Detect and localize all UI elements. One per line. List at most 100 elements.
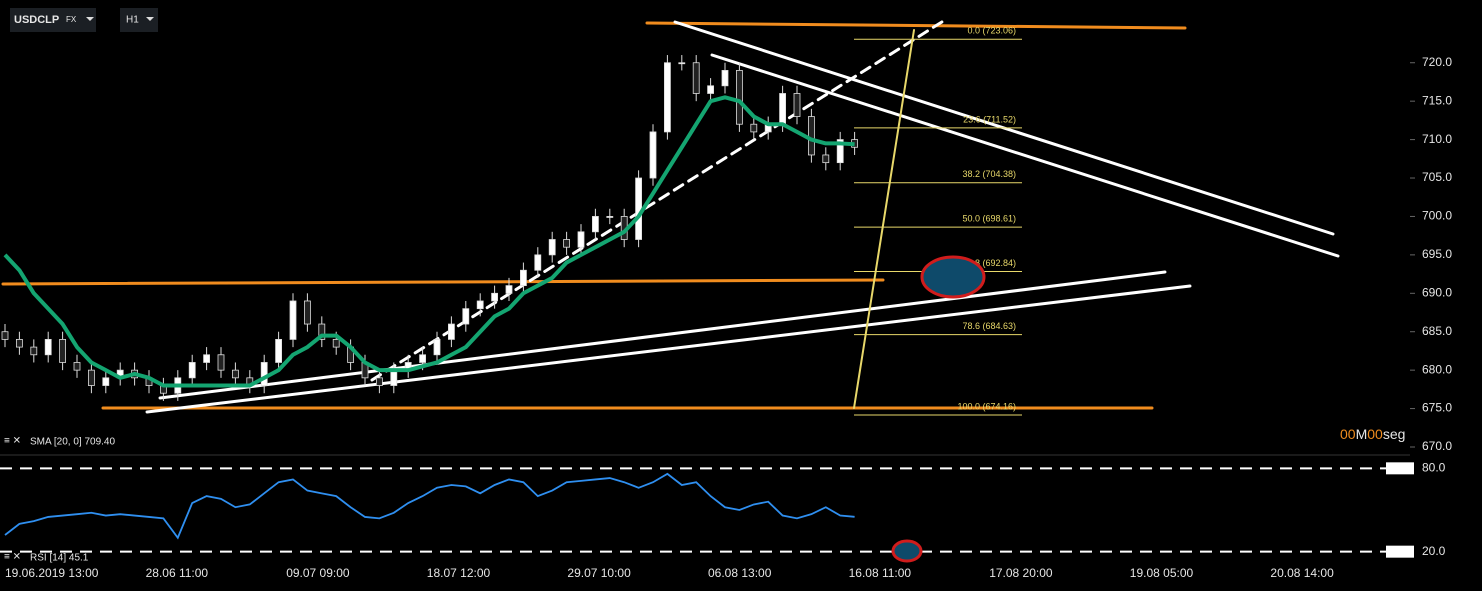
x-tick-label: 09.07 09:00 — [286, 566, 350, 580]
fib-label: 50.0 (698.61) — [962, 214, 1016, 224]
dropdown-arrow — [86, 17, 94, 21]
x-tick-label: 20.08 14:00 — [1270, 566, 1334, 580]
drawings — [1, 18, 1340, 414]
candle-body — [375, 377, 383, 386]
candle-body — [779, 93, 786, 125]
y-tick-label: 675.0 — [1422, 401, 1452, 415]
candle-body — [217, 354, 225, 371]
candle-body — [303, 300, 311, 325]
y-tick-label: 685.0 — [1422, 324, 1452, 338]
x-tick-label: 19.08 05:00 — [1130, 566, 1194, 580]
trend-line — [158, 270, 1167, 400]
x-tick-label: 06.08 13:00 — [708, 566, 772, 580]
candle-body — [15, 339, 23, 348]
market: FX — [66, 15, 77, 24]
candle-body — [332, 339, 340, 348]
y-tick-label: 695.0 — [1422, 247, 1452, 261]
timeframe: H1 — [126, 15, 139, 26]
fib-label: 61.8 (692.84) — [962, 258, 1016, 268]
fib-label: 38.2 (704.38) — [962, 169, 1016, 179]
rsi-marker — [891, 539, 923, 563]
y-tick-label: 700.0 — [1422, 209, 1452, 223]
x-tick-label: 17.08 20:00 — [989, 566, 1053, 580]
rsi-line — [4, 472, 855, 540]
x-tick-label: 18.07 12:00 — [427, 566, 491, 580]
target-zone — [920, 255, 986, 299]
timeframe-box[interactable] — [120, 8, 158, 32]
x-tick-label: 28.06 11:00 — [146, 566, 209, 580]
y-tick-label: 20.0 — [1422, 544, 1446, 558]
level-box — [1386, 462, 1414, 475]
symbol: USDCLP — [14, 14, 59, 26]
candle-body — [793, 93, 801, 117]
candle-body — [548, 239, 556, 256]
x-tick-label: 29.07 10:00 — [567, 566, 631, 580]
countdown: 00M00seg — [1340, 426, 1405, 442]
candle-body — [692, 62, 700, 94]
fib-label: 100.0 (674.16) — [957, 401, 1016, 411]
fib-label: 0.0 (723.06) — [967, 26, 1016, 36]
candle-body — [592, 216, 599, 233]
channel-line — [710, 53, 1340, 258]
x-tick-label: 16.08 11:00 — [849, 566, 912, 580]
candle-body — [231, 369, 239, 379]
candle-body — [678, 62, 686, 65]
candle-body — [649, 131, 657, 179]
countdown-unit: seg — [1383, 426, 1406, 442]
candle-body — [721, 70, 729, 87]
y-tick-label: 715.0 — [1422, 93, 1452, 107]
level-box — [1386, 545, 1414, 558]
candle-body — [462, 308, 470, 325]
candle-body — [520, 269, 527, 287]
y-tick-label: 720.0 — [1422, 55, 1452, 69]
candle-body — [707, 85, 714, 94]
candle-body — [822, 154, 830, 164]
trend-line — [145, 284, 1192, 414]
candle-body — [260, 362, 268, 386]
candle-body — [505, 285, 513, 294]
candle-body — [577, 231, 585, 248]
rsi-legend: RSI [14] 45.1 — [30, 553, 89, 564]
candle-body — [390, 369, 398, 386]
candle-body — [30, 346, 38, 356]
candle-body — [102, 377, 110, 386]
y-tick-label: 680.0 — [1422, 362, 1452, 376]
candle-body — [447, 323, 455, 340]
candle-body — [88, 369, 95, 386]
candle-body — [635, 177, 642, 240]
sma-legend-icon: ≡ ✕ — [4, 436, 21, 447]
candle-body — [59, 339, 66, 363]
candle-body — [188, 362, 196, 379]
candle-body — [836, 139, 844, 164]
y-tick-label: 710.0 — [1422, 132, 1452, 146]
candle-body — [563, 239, 570, 248]
resistance-line — [645, 21, 1187, 30]
candle-body — [534, 254, 542, 271]
rsi-legend-icon: ≡ ✕ — [4, 552, 21, 563]
candle-body — [606, 216, 614, 218]
candle-body — [750, 123, 758, 133]
candle-body — [491, 292, 499, 302]
sma-line — [3, 95, 855, 388]
candle-body — [275, 339, 283, 363]
candle-body — [433, 339, 441, 356]
candle-body — [1, 331, 9, 340]
countdown-seconds: 00 — [1367, 426, 1383, 442]
candle-body — [736, 70, 743, 125]
x-tick-label: 19.06.2019 13:00 — [5, 566, 99, 580]
dropdown-arrow — [146, 17, 154, 21]
y-tick-label: 80.0 — [1422, 461, 1446, 475]
candle-body — [73, 362, 81, 371]
candle-body — [808, 116, 815, 156]
candle-body — [664, 62, 671, 133]
candle-body — [419, 354, 427, 363]
candle-body — [44, 339, 52, 356]
sma-legend: SMA [20, 0] 709.40 — [30, 437, 115, 448]
candle-body — [203, 354, 211, 363]
candle-body — [289, 300, 297, 340]
support-line — [1, 278, 885, 286]
symbol-box[interactable] — [10, 8, 96, 32]
candle-body — [476, 300, 484, 310]
